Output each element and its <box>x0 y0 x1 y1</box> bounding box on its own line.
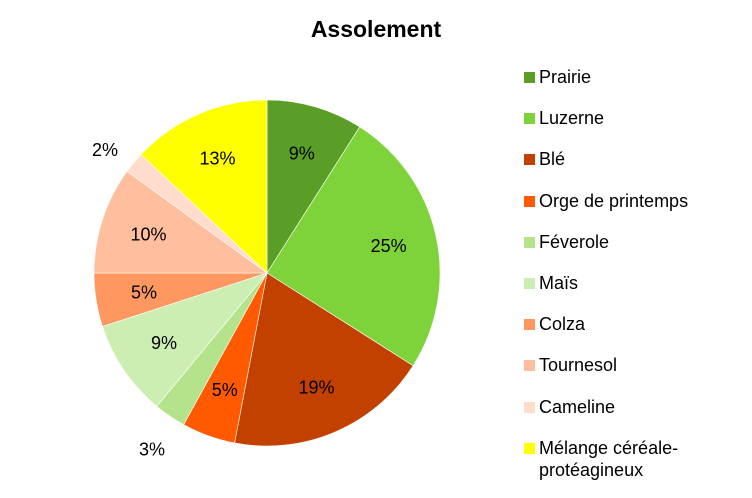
legend-swatch <box>524 442 535 454</box>
chart-legend: Prairie Luzerne Blé Orge de printemps Févero… <box>524 66 749 480</box>
legend-swatch <box>524 236 535 248</box>
slice-data-label: 10% <box>130 225 166 245</box>
legend-label: Mélange céréale-protéagineux <box>539 437 679 480</box>
slice-data-label: 5% <box>131 283 157 303</box>
slice-data-label: 5% <box>212 380 238 400</box>
legend-label: Maïs <box>539 272 579 293</box>
legend-swatch <box>524 113 535 125</box>
legend-label: Colza <box>539 314 586 335</box>
legend-item: Cameline <box>524 396 749 437</box>
legend-item: Colza <box>524 313 749 354</box>
slice-data-label: 3% <box>139 440 165 460</box>
legend-swatch <box>524 360 535 372</box>
legend-swatch <box>524 401 535 413</box>
pie-slice <box>234 272 414 447</box>
slice-data-label: 13% <box>199 149 235 169</box>
slice-data-label: 25% <box>371 236 407 256</box>
legend-item: Blé <box>524 148 749 189</box>
pie-slice <box>266 126 441 367</box>
legend-swatch <box>524 319 535 331</box>
legend-swatch <box>524 277 535 289</box>
legend-label: Luzerne <box>539 108 605 129</box>
legend-label: Blé <box>539 149 566 170</box>
legend-label: Tournesol <box>539 355 618 376</box>
legend-item: Féverole <box>524 231 749 272</box>
legend-label: Cameline <box>539 396 616 417</box>
legend-item: Orge de printemps <box>524 190 749 231</box>
legend-item: Tournesol <box>524 354 749 395</box>
pie-slices <box>93 99 441 447</box>
chart-title: Assolement <box>310 16 442 42</box>
legend-item: Maïs <box>524 272 749 313</box>
legend-label: Prairie <box>539 67 592 87</box>
pie-slice <box>266 99 361 275</box>
legend-swatch <box>524 154 535 166</box>
legend-label: Orge de printemps <box>539 190 689 211</box>
pie-slice <box>93 170 268 274</box>
pie-slice <box>102 272 268 407</box>
legend-item: Mélange céréale-protéagineux <box>524 437 749 480</box>
pie-slice <box>140 99 268 274</box>
pie-data-labels: 9% 25% 19% 5% 3% 9% 5% 10% 2% 13% <box>92 140 407 460</box>
slice-data-label: 19% <box>298 377 334 397</box>
slice-data-label: 9% <box>289 143 315 163</box>
legend-item: Prairie <box>524 66 749 107</box>
legend-swatch <box>524 72 535 83</box>
slice-data-label: 9% <box>151 333 177 353</box>
legend-swatch <box>524 195 535 207</box>
slice-data-label: 2% <box>92 140 118 160</box>
legend-item: Luzerne <box>524 107 749 148</box>
legend-label: Féverole <box>539 231 610 252</box>
